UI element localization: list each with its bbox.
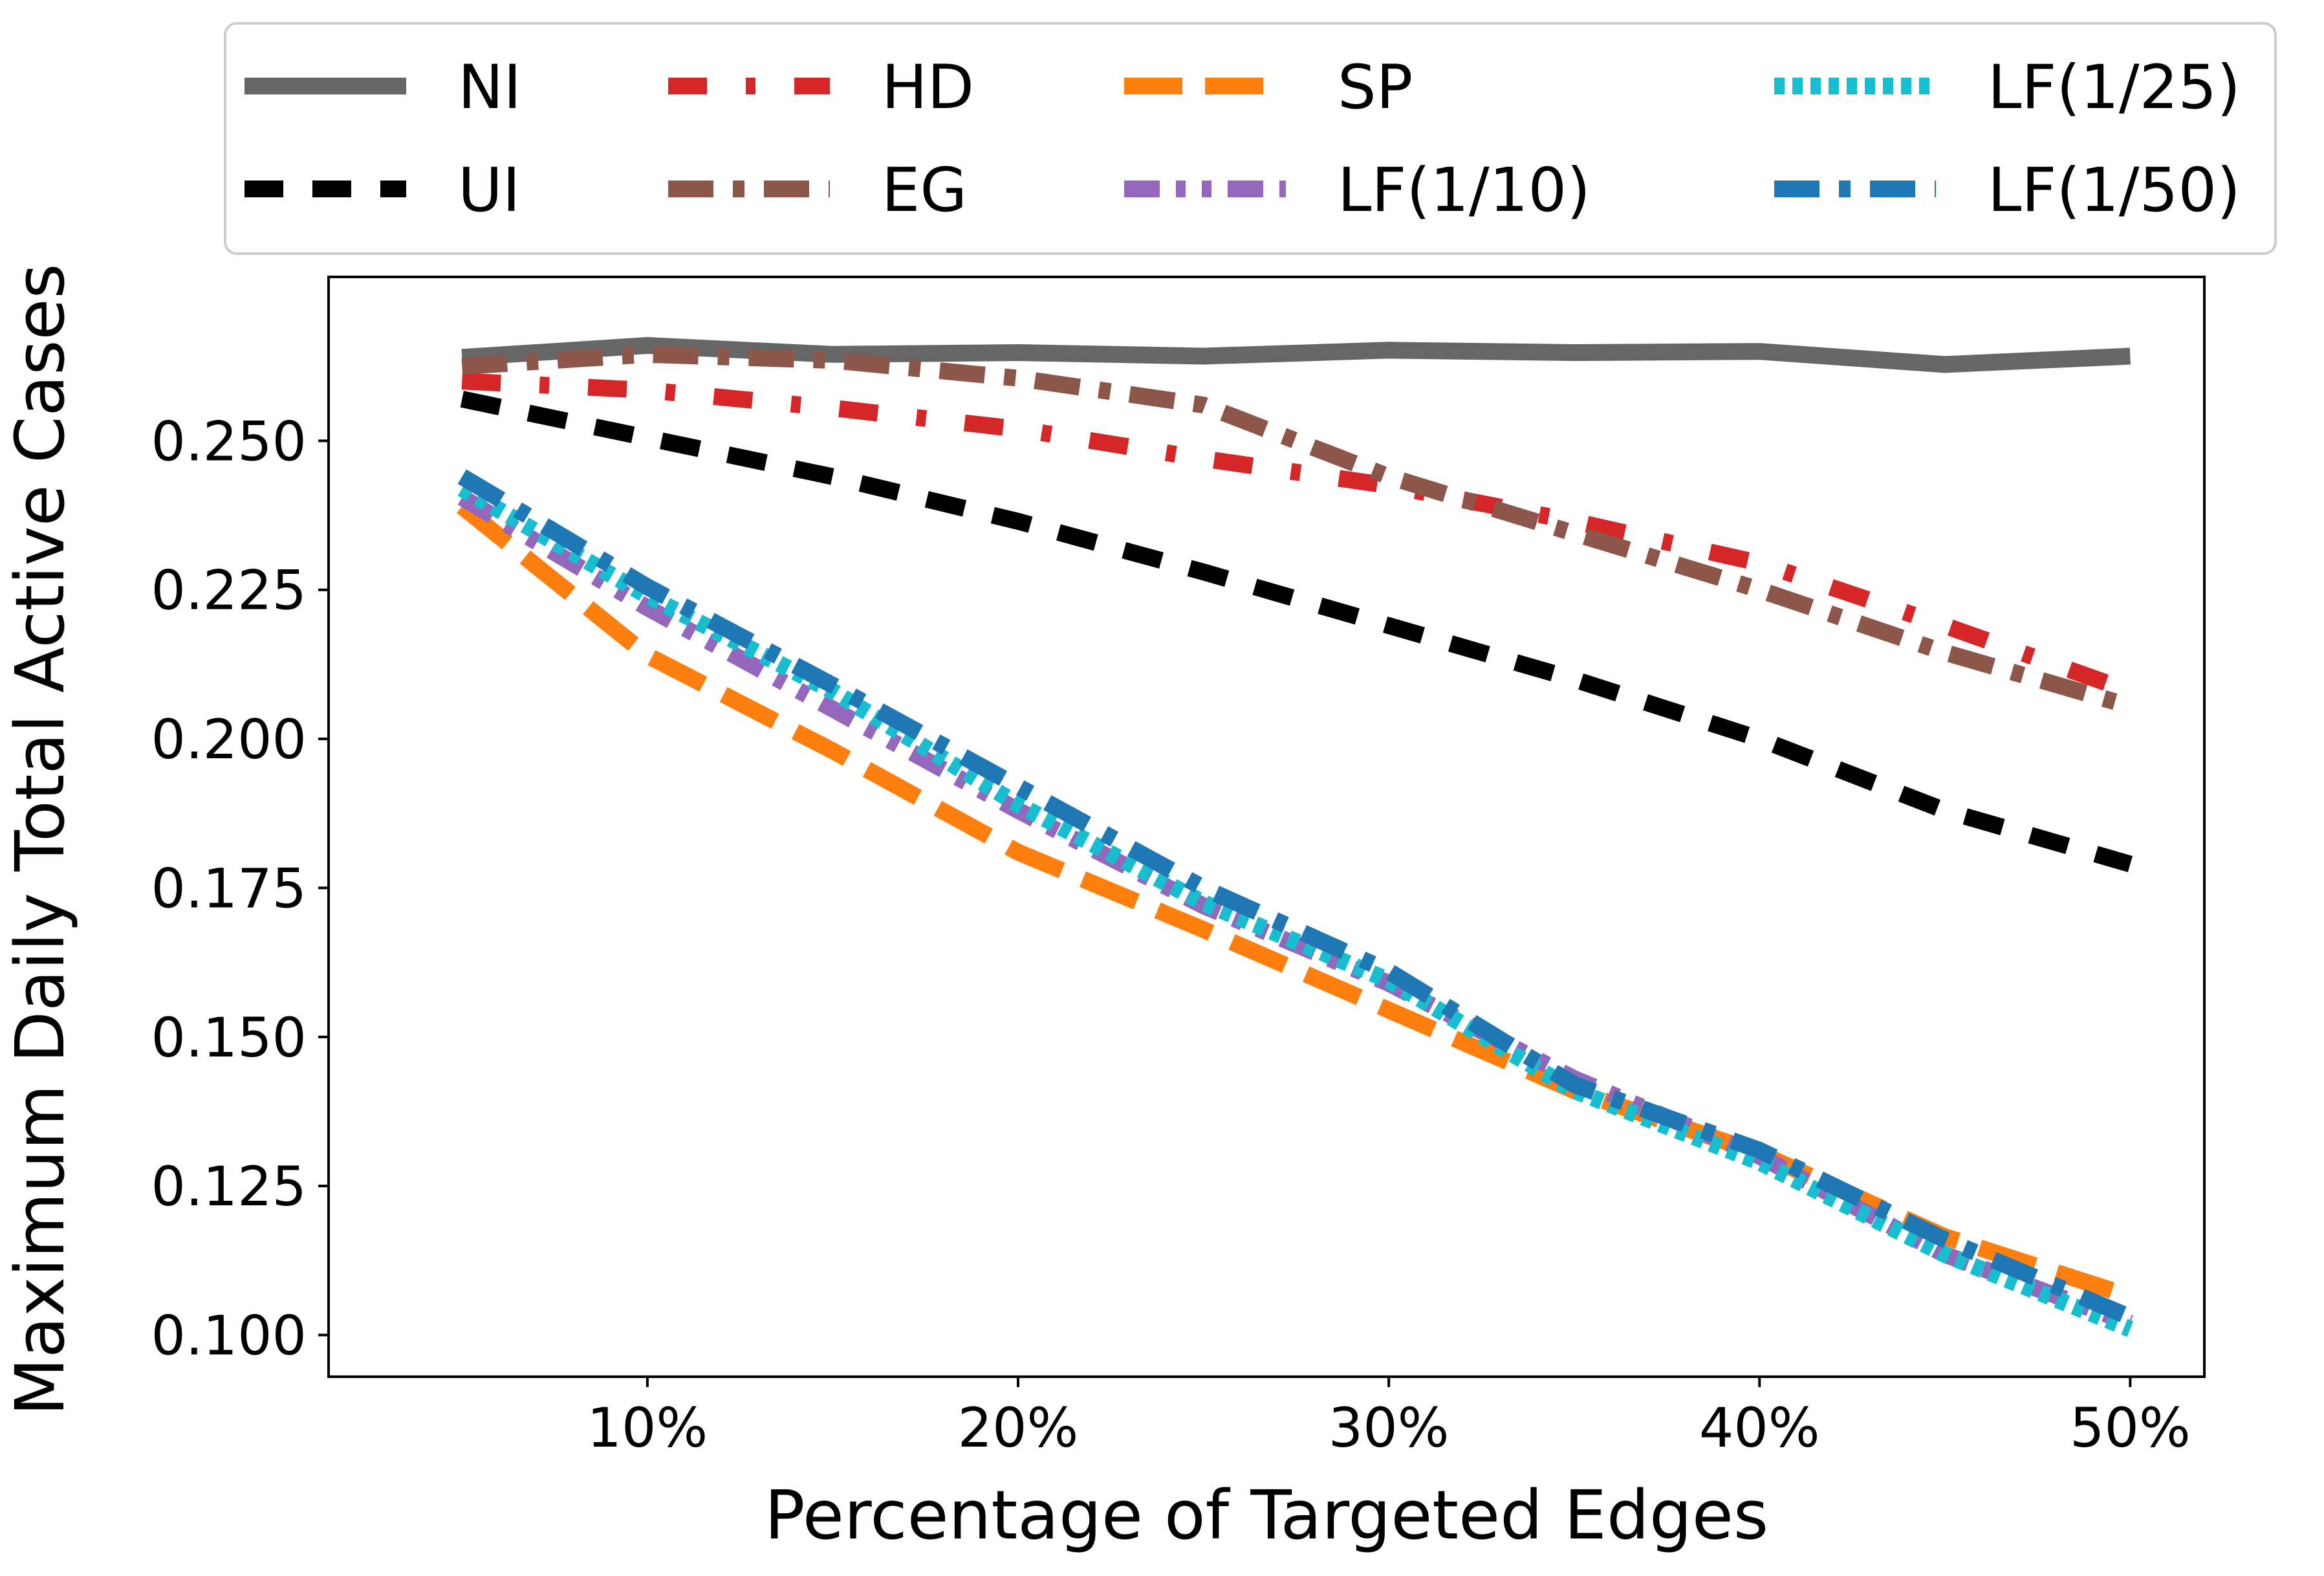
- series-line-lf-1-50: [457, 469, 2134, 1325]
- legend-label-lf-1-50: LF(1/50): [1988, 155, 2241, 226]
- legend-label-sp: SP: [1338, 52, 1413, 123]
- y-tick-label: 0.175: [151, 857, 307, 920]
- legend-label-lf-1-25: LF(1/25): [1988, 52, 2241, 123]
- series-line-eg: [461, 345, 2133, 714]
- series-line-lf-1-25: [457, 481, 2134, 1337]
- legend-label-ni: NI: [458, 52, 521, 123]
- x-tick-label: 40%: [1699, 1396, 1820, 1460]
- axes-layer: 10% 20% 30% 40% 50% 0.100 0.125 0.150 0.175 0.200…: [151, 410, 2191, 1460]
- y-tick-label: 0.150: [151, 1006, 307, 1069]
- x-tick-label: 20%: [958, 1396, 1079, 1460]
- y-tick-label: 0.100: [151, 1304, 307, 1368]
- y-tick-label: 0.200: [151, 708, 307, 771]
- legend: NI UI HD EG SP LF(1/10) LF(1/25) LF(1/50): [224, 22, 2277, 255]
- y-tick-label: 0.225: [151, 559, 307, 622]
- series-line-ni: [461, 337, 2131, 373]
- legend-label-eg: EG: [882, 155, 967, 226]
- plot-frame: [327, 276, 2206, 1378]
- legend-label-hd: HD: [882, 52, 974, 123]
- series-line-hd: [461, 373, 2133, 699]
- x-tick-label: 30%: [1329, 1396, 1450, 1460]
- x-axis-title: Percentage of Targeted Edges: [765, 1476, 1768, 1555]
- y-tick-label: 0.250: [151, 410, 307, 473]
- series-layer: [457, 337, 2134, 1337]
- x-tick-label: 50%: [2070, 1396, 2191, 1460]
- x-tick-label: 10%: [587, 1396, 708, 1460]
- legend-label-lf-1-10: LF(1/10): [1338, 155, 1591, 226]
- legend-label-ui: UI: [458, 155, 521, 226]
- legend-box: [224, 22, 2277, 255]
- y-tick-label: 0.125: [151, 1155, 307, 1218]
- series-line-ui: [460, 391, 2133, 873]
- y-axis-title: Maximum Daily Total Active Cases: [1, 263, 80, 1416]
